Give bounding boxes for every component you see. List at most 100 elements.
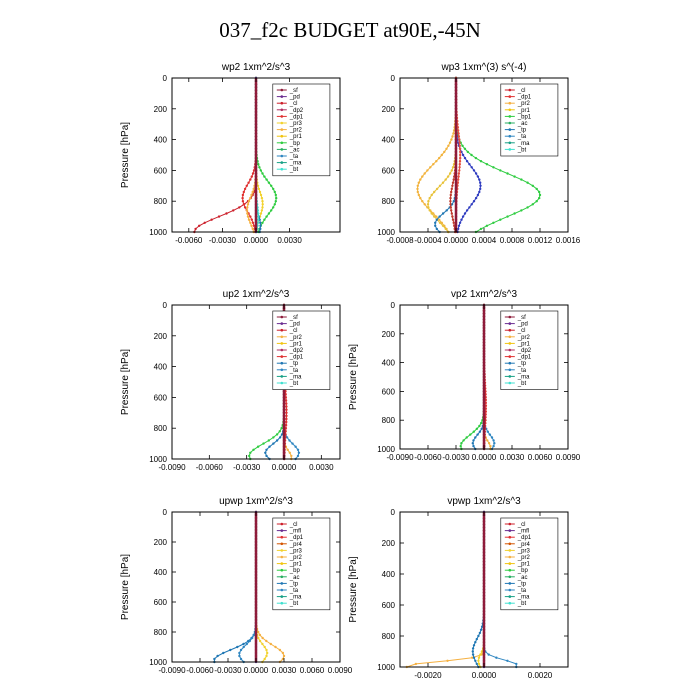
data-point — [471, 653, 475, 656]
data-point — [445, 209, 448, 212]
data-point — [259, 169, 262, 172]
data-point — [263, 657, 266, 661]
data-point — [261, 206, 264, 209]
data-point — [238, 206, 241, 209]
legend-marker — [280, 595, 284, 598]
legend-label: _dp1 — [289, 535, 304, 541]
x-tick-label: 0.0020 — [528, 671, 553, 680]
data-point — [448, 172, 452, 175]
legend-marker — [508, 542, 512, 546]
legend-label: _ac — [289, 575, 300, 581]
data-point — [459, 153, 462, 157]
legend-marker — [280, 148, 284, 151]
x-tick-label: 0.0090 — [328, 666, 353, 675]
legend-marker — [280, 375, 284, 378]
series-line — [472, 512, 485, 668]
data-point — [465, 436, 468, 439]
legend-marker — [280, 535, 284, 539]
data-point — [285, 417, 288, 421]
data-point — [450, 190, 453, 194]
data-point — [480, 427, 483, 430]
legend-label: _bt — [517, 601, 527, 607]
series-line — [406, 512, 485, 668]
data-point — [458, 147, 462, 150]
legend-marker — [280, 582, 284, 585]
data-point — [446, 659, 449, 662]
legend-label: _pr2 — [517, 101, 531, 107]
data-point — [238, 651, 241, 655]
data-point — [285, 436, 289, 439]
data-point — [474, 196, 478, 200]
data-point — [479, 187, 482, 191]
legend-label: _tp — [289, 581, 299, 587]
legend-label: _pr2 — [289, 335, 303, 341]
data-point — [435, 215, 438, 218]
data-point — [513, 175, 516, 178]
data-point — [251, 227, 254, 231]
legend-label: _pr3 — [289, 548, 303, 554]
data-point — [458, 166, 461, 169]
data-point — [257, 218, 260, 221]
data-point — [451, 181, 455, 184]
y-tick-label: 400 — [382, 359, 396, 368]
data-point — [251, 190, 254, 194]
data-point — [479, 227, 483, 231]
data-point — [444, 178, 447, 181]
data-point — [241, 196, 244, 200]
data-point — [278, 430, 281, 433]
data-point — [232, 209, 235, 212]
data-point — [251, 172, 255, 175]
data-point — [463, 212, 467, 215]
y-tick-label: 1000 — [377, 445, 395, 454]
legend-label: _dp1 — [517, 535, 532, 541]
data-point — [266, 651, 269, 655]
y-tick-label: 400 — [154, 136, 168, 145]
legend-label: _pr1 — [517, 108, 531, 114]
x-tick-label: 0.0000 — [244, 666, 269, 675]
data-point — [265, 178, 268, 181]
legend-marker — [280, 575, 284, 579]
x-tick-label: 0.0000 — [472, 671, 497, 680]
data-point — [245, 209, 249, 212]
data-point — [457, 178, 460, 181]
legend-marker — [280, 141, 284, 145]
data-point — [474, 641, 477, 644]
data-point — [263, 218, 266, 221]
data-point — [262, 442, 265, 445]
legend-label: _sf — [517, 315, 526, 321]
data-point — [250, 193, 253, 197]
x-tick-label: -0.0060 — [186, 666, 214, 675]
y-tick-label: 600 — [154, 393, 168, 402]
data-point — [485, 224, 489, 227]
data-point — [449, 200, 452, 203]
data-point — [288, 439, 291, 442]
legend-marker — [280, 601, 284, 605]
data-point — [286, 448, 289, 451]
data-point — [242, 642, 245, 646]
data-point — [520, 209, 523, 212]
legend: _cl_mfl_dp1_pr4_pr3_pr2_pr1_bp_ac_tp_ta_… — [272, 517, 331, 611]
data-point — [476, 433, 479, 436]
data-point — [470, 203, 473, 206]
legend-marker — [280, 588, 284, 592]
data-point — [258, 166, 261, 169]
data-point — [477, 656, 481, 659]
data-point — [438, 218, 441, 221]
data-point — [463, 156, 467, 160]
data-point — [260, 209, 264, 212]
data-point — [449, 203, 452, 206]
y-tick-label: 400 — [382, 136, 396, 145]
legend-label: _ta — [289, 368, 299, 374]
legend-marker — [280, 381, 284, 385]
data-point — [477, 634, 480, 638]
data-point — [480, 625, 484, 628]
y-axis-label: Pressure [hPa] — [120, 554, 131, 620]
y-axis-label: Pressure [hPa] — [348, 344, 359, 410]
data-point — [263, 175, 266, 178]
legend: _cl_dp1_pr2_pr1_bp1_ac_tp_ta_ma_bt — [500, 83, 559, 157]
data-point — [450, 138, 453, 141]
data-point — [249, 215, 252, 218]
legend-marker — [280, 522, 284, 526]
data-point — [506, 215, 509, 218]
legend-marker — [508, 588, 512, 592]
